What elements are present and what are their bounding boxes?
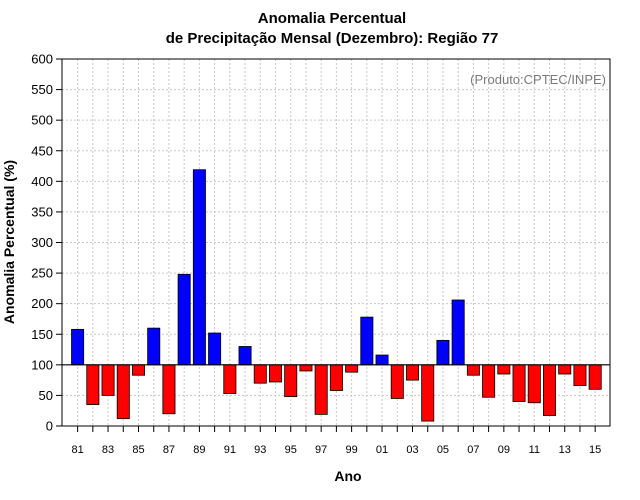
x-tick-label: 95 [285,444,297,456]
y-tick-label: 500 [31,113,53,128]
y-tick-label: 150 [31,327,53,342]
x-tick-label: 15 [589,444,601,456]
x-tick-label: 97 [315,444,327,456]
x-tick-label: 11 [529,444,540,456]
bar-95 [284,364,298,398]
bar-99 [345,364,359,373]
y-tick-label: 550 [31,82,53,97]
source-annotation: (Produto:CPTEC/INPE) [470,72,606,87]
y-tick-label: 100 [31,357,53,372]
bars [71,169,602,422]
y-axis-label: Anomalia Percentual (%) [1,159,17,325]
bar-14 [573,364,587,387]
y-tick-label: 450 [31,143,53,158]
bar-00 [360,316,374,366]
y-tick-label: 0 [46,419,53,434]
x-tick-label: 01 [376,444,388,456]
bar-03 [406,364,419,381]
bar-02 [390,364,404,399]
bar-96 [299,364,313,372]
bar-86 [147,327,161,366]
y-tick-label: 350 [31,204,53,219]
x-tick-label: 93 [254,444,266,456]
bar-98 [329,364,343,391]
chart-subtitle: de Precipitação Mensal (Dezembro): Regiã… [165,30,499,47]
bar-15 [588,364,602,390]
bar-92 [238,346,252,366]
x-tick-label: 09 [498,444,510,456]
y-tick-label: 50 [39,388,53,403]
x-tick-label: 05 [437,444,449,456]
y-tick-label: 400 [31,174,53,189]
x-tick-label: 89 [193,444,205,456]
bar-88 [177,273,191,366]
x-tick-label: 99 [345,444,357,456]
x-tick-label: 91 [224,444,236,456]
bar-06 [451,299,465,366]
bar-93 [253,364,267,384]
bar-12 [543,364,556,417]
chart-title: Anomalia Percentual [257,10,407,27]
bar-10 [512,364,526,402]
x-tick-label: 03 [406,444,418,456]
x-tick-label: 07 [467,444,479,456]
y-tick-label: 250 [31,266,53,281]
x-tick-label: 13 [559,444,571,456]
y-tick-label: 200 [31,296,53,311]
bar-08 [482,364,496,398]
bar-87 [162,364,176,415]
bar-07 [466,364,480,376]
bar-89 [192,169,206,366]
bar-05 [436,339,450,366]
bar-01 [375,354,389,366]
x-axis-label: Ano [334,468,362,484]
bar-91 [223,364,237,394]
x-tick-label: 85 [132,444,144,456]
bar-84 [116,364,130,420]
bar-83 [101,364,115,396]
bar-94 [269,364,282,383]
y-tick-label: 600 [31,52,53,67]
bar-09 [497,364,511,375]
bar-85 [132,364,145,376]
bar-04 [421,364,435,422]
x-tick-label: 81 [71,444,83,456]
bar-82 [86,364,100,405]
x-tick-label: 83 [102,444,114,456]
bar-90 [208,332,222,366]
x-tick-label: 87 [163,444,175,456]
bar-97 [314,364,328,415]
bar-13 [558,364,572,375]
bar-11 [527,364,541,404]
y-tick-label: 300 [31,235,53,250]
bar-81 [71,328,85,366]
